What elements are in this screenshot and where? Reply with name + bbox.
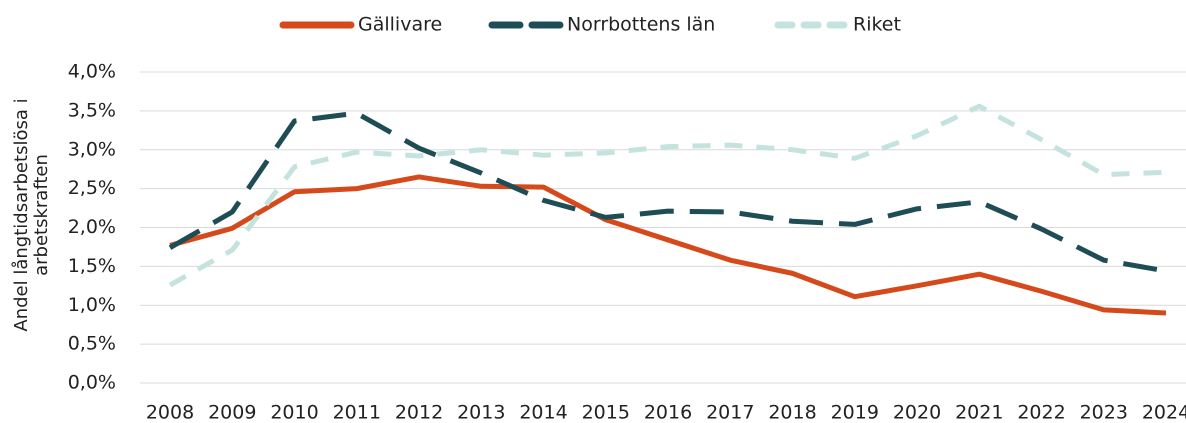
x-tick-label: 2012 [395,402,443,423]
x-tick-label: 2023 [1080,402,1128,423]
x-tick-label: 2020 [893,402,941,423]
legend-label: Gällivare [358,14,442,36]
data-line [168,103,1167,288]
legend-label: Norrbottens län [567,14,715,36]
x-tick-label: 2017 [706,402,754,423]
y-tick-label: 1,0% [68,294,116,316]
y-tick-label: 2,5% [68,177,116,199]
x-tick-label: 2022 [1017,402,1065,423]
x-tick-label: 2014 [519,402,567,423]
x-tick-label: 2009 [208,402,256,423]
y-tick-label: 4,0% [68,61,116,83]
y-axis-label: Andel långtidsarbetslösa i arbetskraften [11,98,52,332]
x-tick-label: 2024 [1142,402,1186,423]
x-tick-label: 2021 [955,402,1003,423]
y-tick-label: 1,5% [68,255,116,277]
legend-label: Riket [853,14,901,36]
y-tick-label: 0,5% [68,333,116,355]
x-tick-label: 2013 [457,402,505,423]
x-tick-label: 2008 [146,402,194,423]
data-line [169,174,1167,316]
y-tick-label: 3,0% [68,138,116,160]
y-tick-label: 2,0% [68,216,116,238]
y-tick-label: 0,0% [68,372,116,394]
y-tick-label: 3,5% [68,99,116,121]
x-tick-label: 2011 [333,402,381,423]
data-line [168,110,1167,274]
x-tick-label: 2019 [831,402,879,423]
x-tick-label: 2015 [582,402,630,423]
x-tick-label: 2018 [768,402,816,423]
x-tick-label: 2016 [644,402,692,423]
x-tick-label: 2010 [270,402,318,423]
